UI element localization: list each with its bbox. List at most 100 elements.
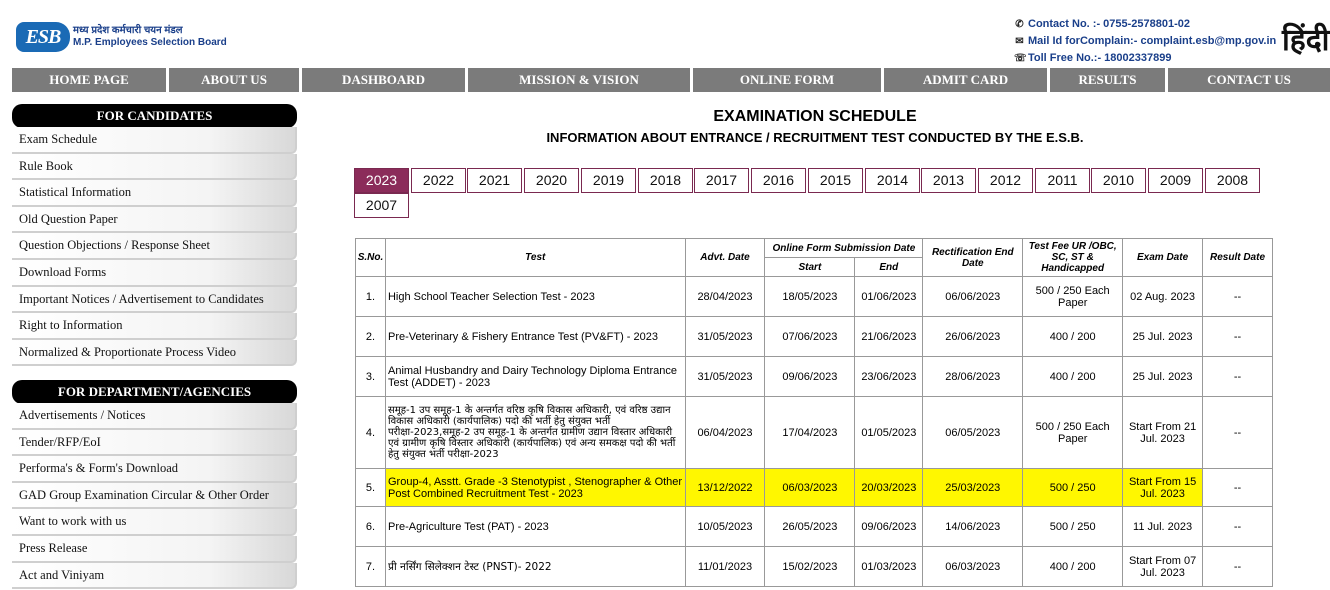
sidebar-item-performa-download[interactable]: Performa's & Form's Download: [12, 456, 297, 483]
cell-end: 23/06/2023: [854, 356, 924, 397]
cell-rect: 06/05/2023: [922, 396, 1024, 469]
sidebar-item-exam-schedule[interactable]: Exam Schedule: [12, 127, 297, 154]
sidebar-item-statistical-information[interactable]: Statistical Information: [12, 180, 297, 207]
year-tab-2012[interactable]: 2012: [978, 168, 1033, 193]
phone-icon: ✆: [1015, 19, 1024, 30]
cell-result: --: [1202, 316, 1273, 357]
year-tab-2021[interactable]: 2021: [467, 168, 522, 193]
cell-sno: 7.: [355, 546, 386, 587]
sidebar-item-gad-circular[interactable]: GAD Group Examination Circular & Other O…: [12, 482, 297, 510]
cell-sno: 3.: [355, 356, 386, 397]
cell-sno: 4.: [355, 396, 386, 469]
cell-rect: 14/06/2023: [922, 506, 1024, 547]
nav-online-form[interactable]: ONLINE FORM: [693, 68, 884, 92]
nav-mission-vision[interactable]: MISSION & VISION: [468, 68, 693, 92]
table-row: 6. Pre-Agriculture Test (PAT) - 2023 10/…: [355, 506, 1273, 547]
mail-icon: ✉: [1015, 36, 1024, 47]
year-tab-2014[interactable]: 2014: [865, 168, 920, 193]
table-row: 2. Pre-Veterinary & Fishery Entrance Tes…: [355, 316, 1273, 357]
sidebar-item-act-and-viniyam[interactable]: Act and Viniyam: [12, 562, 297, 590]
cell-advt: 31/05/2023: [684, 316, 766, 357]
toll-free-number: Toll Free No.:- 18002337899: [1028, 52, 1172, 64]
year-tab-2013[interactable]: 2013: [921, 168, 976, 193]
year-tab-2018[interactable]: 2018: [638, 168, 693, 193]
nav-about-us[interactable]: ABOUT US: [169, 68, 302, 92]
cell-advt: 06/04/2023: [684, 396, 766, 469]
sidebar-item-tender[interactable]: Tender/RFP/EoI: [12, 429, 297, 457]
cell-sno: 2.: [355, 316, 386, 357]
cell-test: Pre-Veterinary & Fishery Entrance Test (…: [384, 316, 686, 357]
cell-test: Group-4, Asstt. Grade -3 Stenotypist , S…: [384, 468, 686, 507]
cell-start: 06/03/2023: [764, 468, 856, 507]
col-exam-date: Exam Date: [1122, 238, 1204, 277]
mail-link[interactable]: complaint.esb@mp.gov.in: [1140, 35, 1277, 47]
logo-hindi-name: मध्य प्रदेश कर्मचारी चयन मंडल: [73, 25, 183, 36]
cell-advt: 10/05/2023: [684, 506, 766, 547]
logo-english-name: M.P. Employees Selection Board: [73, 37, 227, 48]
cell-exam: 25 Jul. 2023: [1122, 316, 1204, 357]
page-subtitle: INFORMATION ABOUT ENTRANCE / RECRUITMENT…: [546, 130, 1084, 145]
nav-home[interactable]: HOME PAGE: [12, 68, 169, 92]
table-row: 1. High School Teacher Selection Test - …: [355, 276, 1273, 317]
cell-fee: 500 / 250 Each Paper: [1022, 276, 1124, 317]
cell-result: --: [1202, 396, 1273, 469]
year-tab-2011[interactable]: 2011: [1035, 168, 1090, 193]
year-tab-2010[interactable]: 2010: [1091, 168, 1146, 193]
cell-fee: 400 / 200: [1022, 356, 1124, 397]
year-tab-2019[interactable]: 2019: [581, 168, 636, 193]
contact-number: Contact No. :- 0755-2578801-02: [1028, 18, 1191, 30]
col-result-date: Result Date: [1202, 238, 1273, 277]
cell-advt: 28/04/2023: [684, 276, 766, 317]
cell-result: --: [1202, 356, 1273, 397]
sidebar-item-question-objections[interactable]: Question Objections / Response Sheet: [12, 233, 297, 260]
year-tab-2015[interactable]: 2015: [808, 168, 863, 193]
cell-fee: 400 / 200: [1022, 546, 1124, 587]
phone-icon: ☏: [1014, 53, 1027, 64]
sidebar-item-download-forms[interactable]: Download Forms: [12, 259, 297, 287]
for-candidates-heading: FOR CANDIDATES: [12, 104, 297, 128]
sidebar-item-normalized-process-video[interactable]: Normalized & Proportionate Process Video: [12, 339, 297, 367]
sidebar-item-work-with-us[interactable]: Want to work with us: [12, 509, 297, 536]
year-tab-2007[interactable]: 2007: [354, 193, 409, 218]
nav-admit-card[interactable]: ADMIT CARD: [884, 68, 1050, 92]
col-rectification: Rectification End Date: [922, 238, 1024, 277]
cell-start: 15/02/2023: [764, 546, 856, 587]
year-tab-2022[interactable]: 2022: [411, 168, 466, 193]
year-tab-2017[interactable]: 2017: [694, 168, 749, 193]
cell-end: 20/03/2023: [854, 468, 924, 507]
year-tab-2016[interactable]: 2016: [751, 168, 806, 193]
mail-label: Mail Id forComplain:-: [1028, 35, 1138, 47]
nav-dashboard[interactable]: DASHBOARD: [302, 68, 468, 92]
sidebar-item-old-question-paper[interactable]: Old Question Paper: [12, 206, 297, 234]
year-tab-2009[interactable]: 2009: [1148, 168, 1203, 193]
table-row: 4. समूह-1 उप समूह-1 के अन्तर्गत वरिष्ठ क…: [355, 396, 1273, 469]
year-tab-2023[interactable]: 2023: [354, 168, 409, 193]
site-header: ESB मध्य प्रदेश कर्मचारी चयन मंडल M.P. E…: [0, 0, 1330, 68]
col-sno: S.No.: [355, 238, 386, 277]
col-advt-date: Advt. Date: [684, 238, 766, 277]
cell-exam: Start From 15 Jul. 2023: [1122, 468, 1204, 507]
nav-results[interactable]: RESULTS: [1050, 68, 1168, 92]
nav-contact-us[interactable]: CONTACT US: [1207, 72, 1291, 87]
col-test-fee: Test Fee UR /OBC, SC, ST & Handicapped: [1022, 238, 1124, 277]
exam-schedule-table: S.No. Test Advt. Date Online Form Submis…: [355, 238, 1273, 587]
sidebar-item-rule-book[interactable]: Rule Book: [12, 153, 297, 181]
cell-start: 26/05/2023: [764, 506, 856, 547]
sidebar-item-advertisements[interactable]: Advertisements / Notices: [12, 403, 297, 430]
cell-sno: 1.: [355, 276, 386, 317]
sidebar-item-important-notices[interactable]: Important Notices / Advertisement to Can…: [12, 286, 297, 314]
cell-rect: 06/06/2023: [922, 276, 1024, 317]
cell-result: --: [1202, 276, 1273, 317]
cell-end: 21/06/2023: [854, 316, 924, 357]
cell-end: 01/03/2023: [854, 546, 924, 587]
sidebar-item-press-release[interactable]: Press Release: [12, 535, 297, 563]
year-tab-2008[interactable]: 2008: [1205, 168, 1260, 193]
hindi-language-toggle[interactable]: हिंदी: [1282, 23, 1330, 58]
col-end: End: [854, 257, 924, 277]
cell-result: --: [1202, 506, 1273, 547]
year-tab-2020[interactable]: 2020: [524, 168, 579, 193]
department-menu: Advertisements / Notices Tender/RFP/EoI …: [12, 403, 297, 590]
sidebar-item-right-to-information[interactable]: Right to Information: [12, 313, 297, 340]
esb-logo[interactable]: ESB मध्य प्रदेश कर्मचारी चयन मंडल M.P. E…: [16, 22, 227, 52]
cell-test: समूह-1 उप समूह-1 के अन्तर्गत वरिष्ठ कृषि…: [384, 396, 686, 469]
